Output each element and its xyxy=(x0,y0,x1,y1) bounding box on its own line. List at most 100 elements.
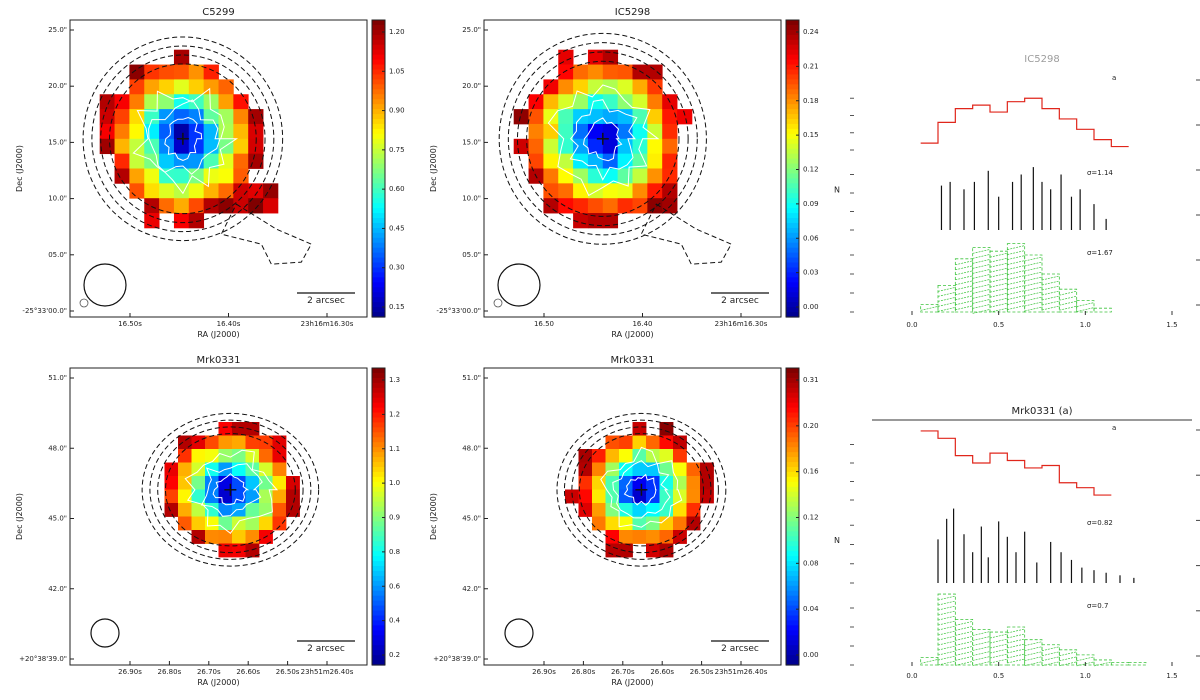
heatmap-cell xyxy=(248,138,264,155)
series-black xyxy=(850,508,1135,584)
hatch-line xyxy=(1041,275,1060,281)
heatmap-cell xyxy=(558,198,574,214)
hatch-line xyxy=(972,304,991,309)
heatmap-cell xyxy=(662,153,678,169)
heatmap-cell xyxy=(686,476,701,490)
colorbar-step xyxy=(786,119,799,125)
heatmap-cell xyxy=(528,94,544,110)
colorbar-step xyxy=(372,237,385,244)
map-frame xyxy=(483,367,782,666)
x-tick-label: 26.80s xyxy=(158,668,182,676)
heatmap-cell xyxy=(218,123,234,140)
colorbar-tick-label: 0.90 xyxy=(389,107,405,115)
colorbar-step xyxy=(786,64,799,71)
colorbar-step xyxy=(372,372,385,379)
y-tick-label: 20.0" xyxy=(48,82,67,90)
heatmap-cell xyxy=(164,462,179,477)
colorbar-step xyxy=(372,660,385,666)
colorbar-step xyxy=(786,526,799,532)
colorbar-step xyxy=(372,128,385,135)
y-tick-label: 15.0" xyxy=(462,138,481,146)
colorbar-step xyxy=(372,277,385,283)
heatmap-cell xyxy=(647,168,663,184)
green-hatched-bar xyxy=(920,303,939,313)
colorbar-tick-label: 0.8 xyxy=(389,548,400,556)
x-tick-label: 23h16m16.30s xyxy=(715,320,768,328)
heatmap-cell xyxy=(203,183,219,199)
colorbar-tick-label: 0.31 xyxy=(803,376,819,384)
colorbar-frame xyxy=(785,19,800,318)
y-tick-label: 25.0" xyxy=(48,26,67,34)
x-tick-label: 26.70s xyxy=(197,668,221,676)
colorbar-step xyxy=(372,531,385,537)
heatmap-cell xyxy=(272,462,287,477)
heatmap-cell xyxy=(605,530,620,544)
heatmap-cell xyxy=(99,138,115,155)
colorbar-tick-label: 1.3 xyxy=(389,376,400,384)
colorbar-step xyxy=(372,561,385,567)
hatch-line xyxy=(937,625,956,631)
hatch-line xyxy=(955,300,973,306)
colorbar-tick-label: 0.4 xyxy=(389,617,401,625)
hatch-line xyxy=(1007,270,1025,275)
colorbar-step xyxy=(786,59,799,66)
heatmap-cell xyxy=(619,503,633,517)
colorbar-step xyxy=(372,39,385,46)
y-tick-label: 05.0" xyxy=(48,251,67,259)
colorbar-step xyxy=(786,368,799,374)
colorbar-step xyxy=(372,417,385,424)
hatch-line xyxy=(1007,300,1025,305)
heatmap-cell xyxy=(543,123,559,140)
heatmap-cell xyxy=(686,462,701,477)
hatch-line xyxy=(1059,295,1077,301)
heatmap-cell xyxy=(203,79,219,95)
colorbar-step xyxy=(786,467,799,473)
colorbar-step xyxy=(372,437,385,443)
hatch-line xyxy=(937,645,956,651)
colorbar-step xyxy=(372,447,385,453)
hatch-line xyxy=(1024,641,1043,647)
heatmap-cell xyxy=(114,138,130,155)
heatmap-cells xyxy=(565,422,714,558)
colorbar-step xyxy=(372,452,385,458)
y-axis-label: Dec (J2000) xyxy=(429,493,438,540)
hatch-line xyxy=(1041,290,1060,296)
hatch-line xyxy=(972,274,991,279)
hatch-line xyxy=(920,306,939,311)
dashed-contour xyxy=(516,51,689,227)
hatch-line xyxy=(1041,651,1060,657)
heatmap-cell xyxy=(558,109,574,125)
colorbar-step xyxy=(786,262,799,269)
hatch-line xyxy=(989,262,1008,268)
heatmap-cell xyxy=(173,79,190,95)
heatmap-cell xyxy=(617,123,633,140)
heatmap-cell xyxy=(686,516,701,531)
colorbar-step xyxy=(372,471,385,478)
heatmap-cell xyxy=(272,476,287,490)
x-tick-label: 26.90s xyxy=(118,668,142,676)
heatmap-cell xyxy=(632,489,647,504)
heatmap-cell xyxy=(617,109,633,125)
colorbar-step xyxy=(786,402,799,409)
colorbar-step xyxy=(372,252,385,259)
hatch-line xyxy=(1041,305,1060,311)
colorbar-step xyxy=(786,163,799,170)
colorbar-step xyxy=(372,402,385,409)
colorbar-step xyxy=(372,516,385,523)
colorbar-step xyxy=(786,570,799,577)
green-hatched-bar xyxy=(1110,662,1130,666)
colorbar-step xyxy=(786,442,799,448)
heatmap-cell xyxy=(578,503,593,517)
colorbar-step xyxy=(786,417,799,424)
colorbar-tick-label: 0.15 xyxy=(389,303,405,311)
heatmap-cell xyxy=(659,462,674,477)
heatmap-cell xyxy=(159,79,175,95)
hatch-line xyxy=(1007,255,1025,260)
colorbar-step xyxy=(786,218,799,224)
colorbar-step xyxy=(372,457,385,463)
hatch-line xyxy=(1024,256,1043,262)
heatmap-cell xyxy=(205,449,219,463)
map-panel: Mrk0331 2 arcsec 51.0" 48.0" 45.0" 42.0" +20°3… xyxy=(429,355,819,687)
colorbar-step xyxy=(372,218,385,224)
